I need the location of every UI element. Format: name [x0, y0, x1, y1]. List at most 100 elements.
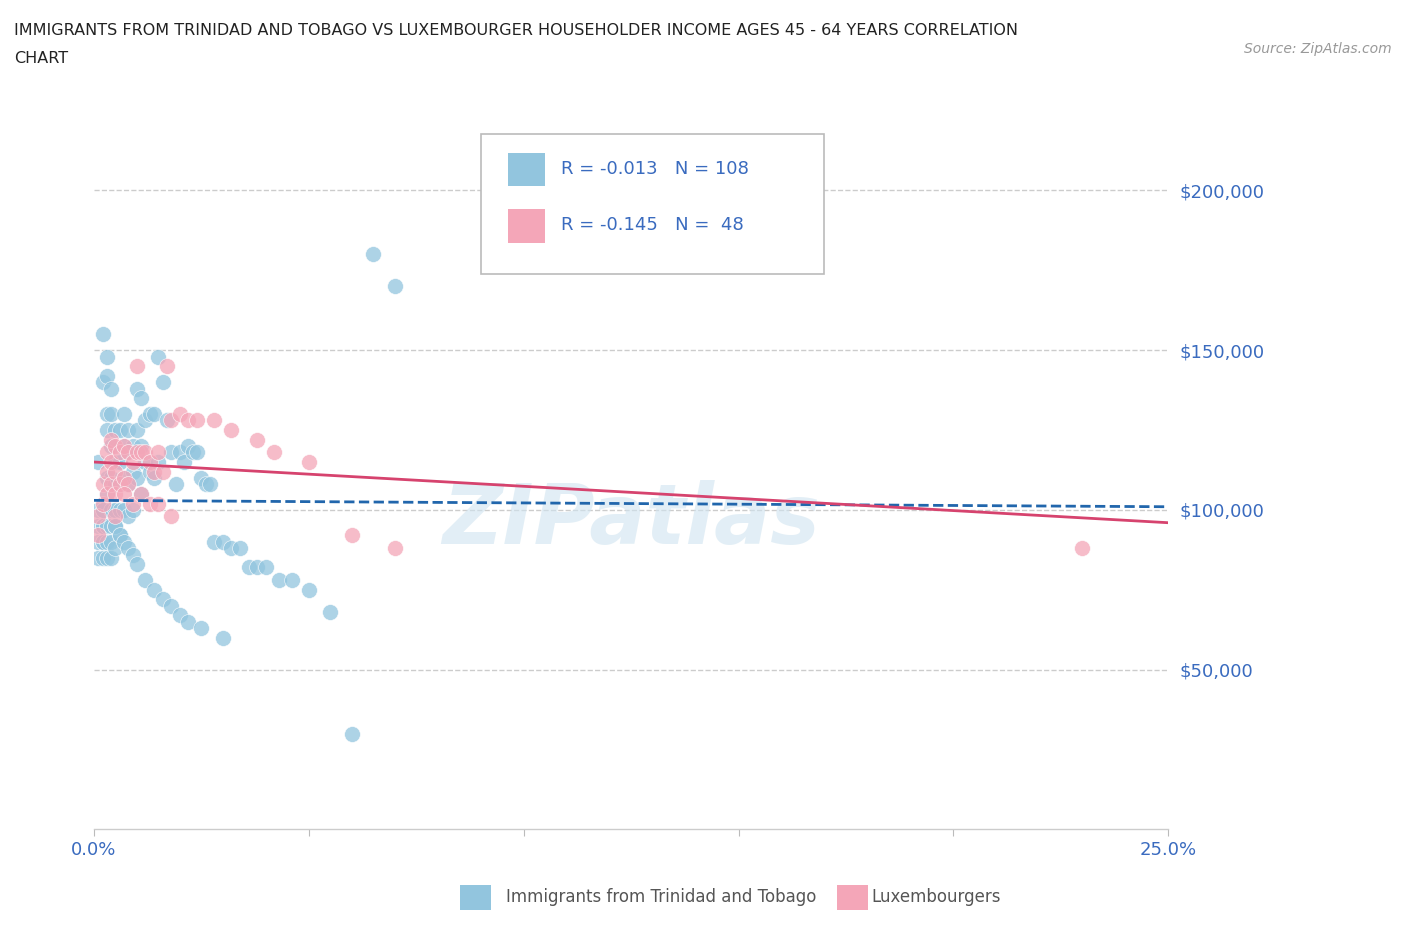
- Point: [134, 455, 156, 470]
- Point: [96, 486, 118, 501]
- Point: [152, 592, 174, 607]
- Point: [148, 445, 170, 459]
- Point: [108, 455, 131, 470]
- Point: [104, 455, 127, 470]
- Point: [91, 326, 114, 341]
- Point: [108, 528, 131, 543]
- Point: [139, 496, 162, 511]
- Point: [139, 464, 162, 479]
- Point: [143, 464, 166, 479]
- Bar: [508, 153, 546, 186]
- Point: [139, 455, 162, 470]
- Point: [108, 477, 131, 492]
- Point: [148, 349, 170, 364]
- Point: [361, 247, 384, 262]
- Point: [186, 445, 208, 459]
- Point: [112, 439, 135, 454]
- Point: [177, 615, 200, 630]
- Point: [112, 502, 135, 517]
- Text: Luxembourgers: Luxembourgers: [872, 887, 1001, 906]
- Text: ZIPatlas: ZIPatlas: [441, 480, 820, 561]
- Point: [156, 359, 179, 374]
- Point: [100, 439, 122, 454]
- Text: R = -0.013   N = 108: R = -0.013 N = 108: [561, 160, 749, 178]
- Point: [96, 551, 118, 565]
- Point: [121, 547, 143, 562]
- Point: [108, 422, 131, 437]
- Point: [87, 509, 110, 524]
- Point: [117, 541, 139, 556]
- Point: [267, 573, 290, 588]
- Point: [100, 551, 122, 565]
- Point: [129, 486, 152, 501]
- Point: [100, 432, 122, 447]
- Point: [194, 477, 217, 492]
- Point: [134, 573, 156, 588]
- Point: [91, 519, 114, 534]
- Point: [91, 519, 114, 534]
- Point: [117, 422, 139, 437]
- Point: [104, 477, 127, 492]
- Point: [263, 445, 285, 459]
- Point: [211, 631, 233, 645]
- Point: [108, 477, 131, 492]
- Point: [96, 486, 118, 501]
- Point: [169, 608, 191, 623]
- Point: [104, 486, 127, 501]
- Point: [104, 519, 127, 534]
- Text: R = -0.145   N =  48: R = -0.145 N = 48: [561, 216, 744, 234]
- Point: [160, 509, 183, 524]
- Point: [148, 455, 170, 470]
- Point: [91, 502, 114, 517]
- Point: [143, 582, 166, 597]
- Point: [104, 422, 127, 437]
- Point: [117, 509, 139, 524]
- Point: [121, 439, 143, 454]
- Point: [177, 439, 200, 454]
- Point: [104, 541, 127, 556]
- Point: [384, 541, 406, 556]
- Point: [134, 445, 156, 459]
- Point: [104, 439, 127, 454]
- Point: [121, 464, 143, 479]
- Point: [91, 551, 114, 565]
- Point: [112, 535, 135, 550]
- Point: [221, 422, 243, 437]
- Point: [177, 413, 200, 428]
- Point: [112, 406, 135, 421]
- Text: Source: ZipAtlas.com: Source: ZipAtlas.com: [1244, 42, 1392, 56]
- Point: [100, 406, 122, 421]
- Point: [229, 541, 252, 556]
- Point: [96, 422, 118, 437]
- Point: [100, 519, 122, 534]
- Point: [104, 519, 127, 534]
- Point: [96, 471, 118, 485]
- Point: [87, 519, 110, 534]
- Point: [100, 535, 122, 550]
- Point: [340, 528, 363, 543]
- Point: [1071, 541, 1094, 556]
- Point: [190, 620, 212, 635]
- Point: [96, 349, 118, 364]
- Point: [87, 455, 110, 470]
- Point: [96, 445, 118, 459]
- Point: [91, 519, 114, 534]
- Point: [104, 464, 127, 479]
- Point: [148, 496, 170, 511]
- Point: [121, 496, 143, 511]
- Point: [91, 477, 114, 492]
- Point: [125, 471, 148, 485]
- Point: [117, 477, 139, 492]
- Point: [190, 471, 212, 485]
- Point: [125, 422, 148, 437]
- Point: [129, 445, 152, 459]
- Point: [129, 486, 152, 501]
- Point: [134, 413, 156, 428]
- Point: [173, 455, 195, 470]
- Point: [221, 541, 243, 556]
- Point: [87, 528, 110, 543]
- Point: [112, 471, 135, 485]
- Point: [246, 432, 269, 447]
- Point: [202, 535, 225, 550]
- Point: [246, 560, 269, 575]
